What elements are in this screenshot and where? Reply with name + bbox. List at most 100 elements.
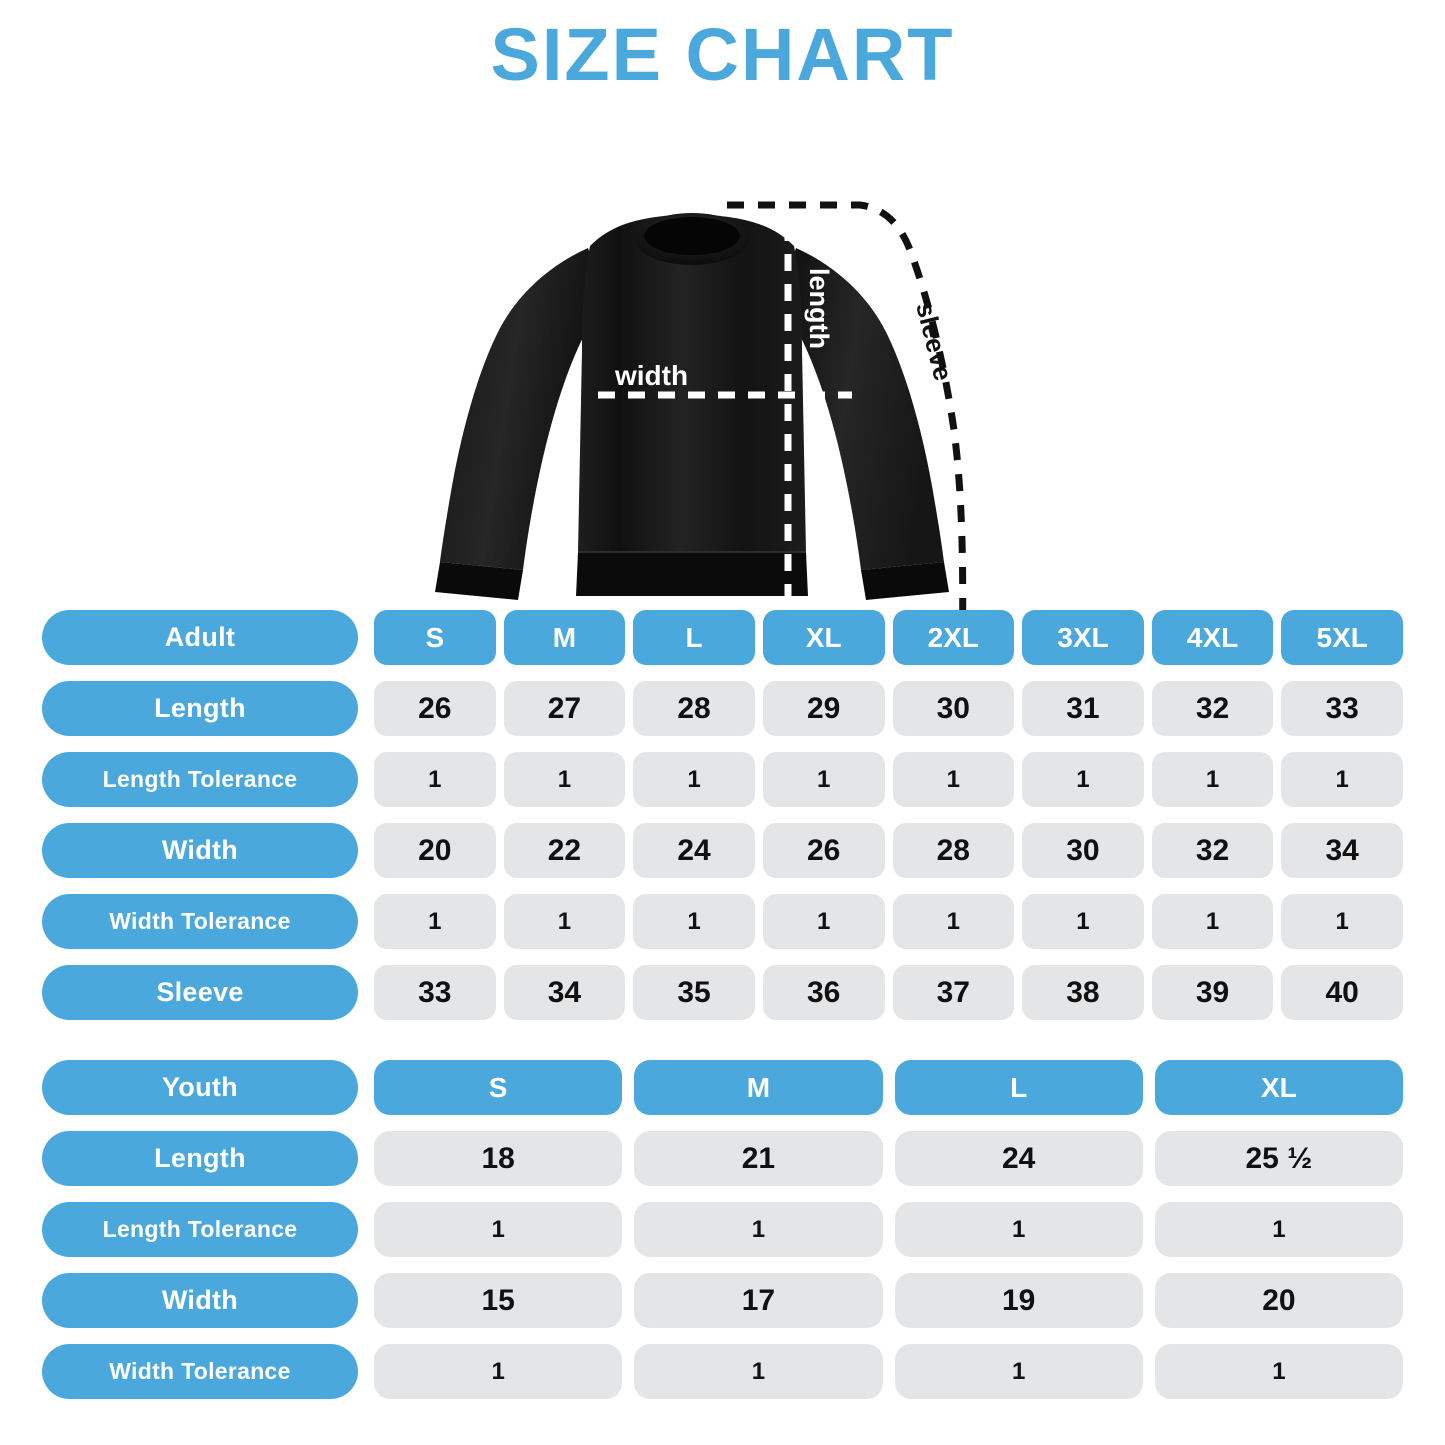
- table-row: Length Tolerance 1 1 1 1 1 1 1 1: [42, 752, 1403, 807]
- adult-size-header[interactable]: 2XL: [892, 610, 1015, 665]
- size-tables: Adult S M L XL 2XL 3XL 4XL 5XL Length 26…: [0, 610, 1445, 1399]
- table-cell: 24: [633, 823, 755, 878]
- table-row: Length 18 21 24 25 ½: [42, 1131, 1403, 1186]
- row-label: Width: [42, 823, 358, 878]
- table-cell: 1: [634, 1344, 883, 1399]
- table-cell: 1: [374, 1344, 623, 1399]
- table-cell: 1: [633, 894, 755, 949]
- table-row: Width Tolerance 1 1 1 1 1 1 1 1: [42, 894, 1403, 949]
- table-row: Width Tolerance 1 1 1 1: [42, 1344, 1403, 1399]
- table-cell: 25 ½: [1154, 1131, 1403, 1186]
- youth-size-header[interactable]: M: [634, 1060, 883, 1115]
- table-cell: 1: [894, 1202, 1143, 1257]
- youth-size-header[interactable]: XL: [1154, 1060, 1403, 1115]
- adult-size-table: Adult S M L XL 2XL 3XL 4XL 5XL Length 26…: [42, 610, 1403, 1020]
- adult-size-header[interactable]: 3XL: [1022, 610, 1144, 665]
- row-values: 1 1 1 1: [374, 1202, 1403, 1257]
- row-values: 18 21 24 25 ½: [374, 1131, 1403, 1186]
- table-cell: 1: [762, 752, 885, 807]
- table-cell: 28: [892, 823, 1015, 878]
- row-values: 15 17 19 20: [374, 1273, 1403, 1328]
- table-cell: 1: [1281, 752, 1403, 807]
- table-cell: 39: [1151, 965, 1274, 1020]
- adult-size-header[interactable]: 5XL: [1281, 610, 1403, 665]
- row-values: 1 1 1 1 1 1 1 1: [374, 894, 1403, 949]
- table-cell: 36: [762, 965, 885, 1020]
- adult-size-headers: S M L XL 2XL 3XL 4XL 5XL: [374, 610, 1403, 665]
- table-cell: 22: [503, 823, 626, 878]
- sleeve-label: sleeve: [910, 299, 958, 383]
- table-row: Width 15 17 19 20: [42, 1273, 1403, 1328]
- table-cell: 1: [762, 894, 885, 949]
- youth-size-header[interactable]: S: [374, 1060, 623, 1115]
- row-label: Length Tolerance: [42, 752, 358, 807]
- table-cell: 30: [892, 681, 1015, 736]
- table-cell: 19: [894, 1273, 1143, 1328]
- table-cell: 1: [1151, 894, 1274, 949]
- table-cell: 17: [634, 1273, 883, 1328]
- sleeve-measure-line: [727, 201, 967, 610]
- sweatshirt-diagram: length width sleeve: [435, 201, 967, 610]
- left-sleeve: [435, 248, 606, 600]
- table-cell: 31: [1022, 681, 1144, 736]
- table-cell: 20: [374, 823, 496, 878]
- youth-table-title: Youth: [42, 1060, 358, 1115]
- table-cell: 1: [374, 1202, 623, 1257]
- table-row: Length Tolerance 1 1 1 1: [42, 1202, 1403, 1257]
- table-spacer: [42, 1034, 1403, 1060]
- row-label: Width Tolerance: [42, 1344, 358, 1399]
- table-cell: 1: [503, 752, 626, 807]
- youth-size-header[interactable]: L: [894, 1060, 1143, 1115]
- table-cell: 1: [503, 894, 626, 949]
- table-cell: 1: [1154, 1344, 1403, 1399]
- adult-size-header[interactable]: XL: [762, 610, 885, 665]
- youth-size-headers: S M L XL: [374, 1060, 1403, 1115]
- table-cell: 35: [633, 965, 755, 1020]
- table-cell: 1: [634, 1202, 883, 1257]
- table-cell: 1: [374, 894, 496, 949]
- garment-illustration: length width sleeve: [0, 100, 1445, 610]
- row-label: Length Tolerance: [42, 1202, 358, 1257]
- table-cell: 1: [892, 894, 1015, 949]
- table-cell: 18: [374, 1131, 623, 1186]
- table-cell: 1: [1022, 752, 1144, 807]
- adult-size-header[interactable]: M: [503, 610, 626, 665]
- table-row: Width 20 22 24 26 28 30 32 34: [42, 823, 1403, 878]
- width-label: width: [614, 360, 688, 391]
- table-cell: 30: [1022, 823, 1144, 878]
- table-cell: 34: [1281, 823, 1403, 878]
- table-cell: 33: [374, 965, 496, 1020]
- table-row: Sleeve 33 34 35 36 37 38 39 40: [42, 965, 1403, 1020]
- sweatshirt-body: [576, 214, 808, 596]
- adult-size-header[interactable]: 4XL: [1151, 610, 1274, 665]
- table-cell: 33: [1281, 681, 1403, 736]
- table-cell: 24: [894, 1131, 1143, 1186]
- table-cell: 20: [1154, 1273, 1403, 1328]
- table-cell: 1: [892, 752, 1015, 807]
- adult-size-header[interactable]: S: [374, 610, 496, 665]
- table-cell: 28: [633, 681, 755, 736]
- table-cell: 1: [1151, 752, 1274, 807]
- row-values: 1 1 1 1 1 1 1 1: [374, 752, 1403, 807]
- table-cell: 38: [1022, 965, 1144, 1020]
- adult-size-header[interactable]: L: [633, 610, 755, 665]
- adult-header-row: Adult S M L XL 2XL 3XL 4XL 5XL: [42, 610, 1403, 665]
- row-values: 33 34 35 36 37 38 39 40: [374, 965, 1403, 1020]
- collar: [635, 213, 749, 265]
- length-label: length: [804, 268, 834, 349]
- table-cell: 32: [1151, 823, 1274, 878]
- table-cell: 1: [894, 1344, 1143, 1399]
- table-cell: 40: [1281, 965, 1403, 1020]
- table-row: Length 26 27 28 29 30 31 32 33: [42, 681, 1403, 736]
- youth-header-row: Youth S M L XL: [42, 1060, 1403, 1115]
- table-cell: 1: [633, 752, 755, 807]
- table-cell: 1: [374, 752, 496, 807]
- row-values: 26 27 28 29 30 31 32 33: [374, 681, 1403, 736]
- row-label: Length: [42, 1131, 358, 1186]
- right-sleeve: [778, 248, 949, 600]
- row-label: Length: [42, 681, 358, 736]
- table-cell: 1: [1154, 1202, 1403, 1257]
- row-label: Width Tolerance: [42, 894, 358, 949]
- row-label: Width: [42, 1273, 358, 1328]
- row-label: Sleeve: [42, 965, 358, 1020]
